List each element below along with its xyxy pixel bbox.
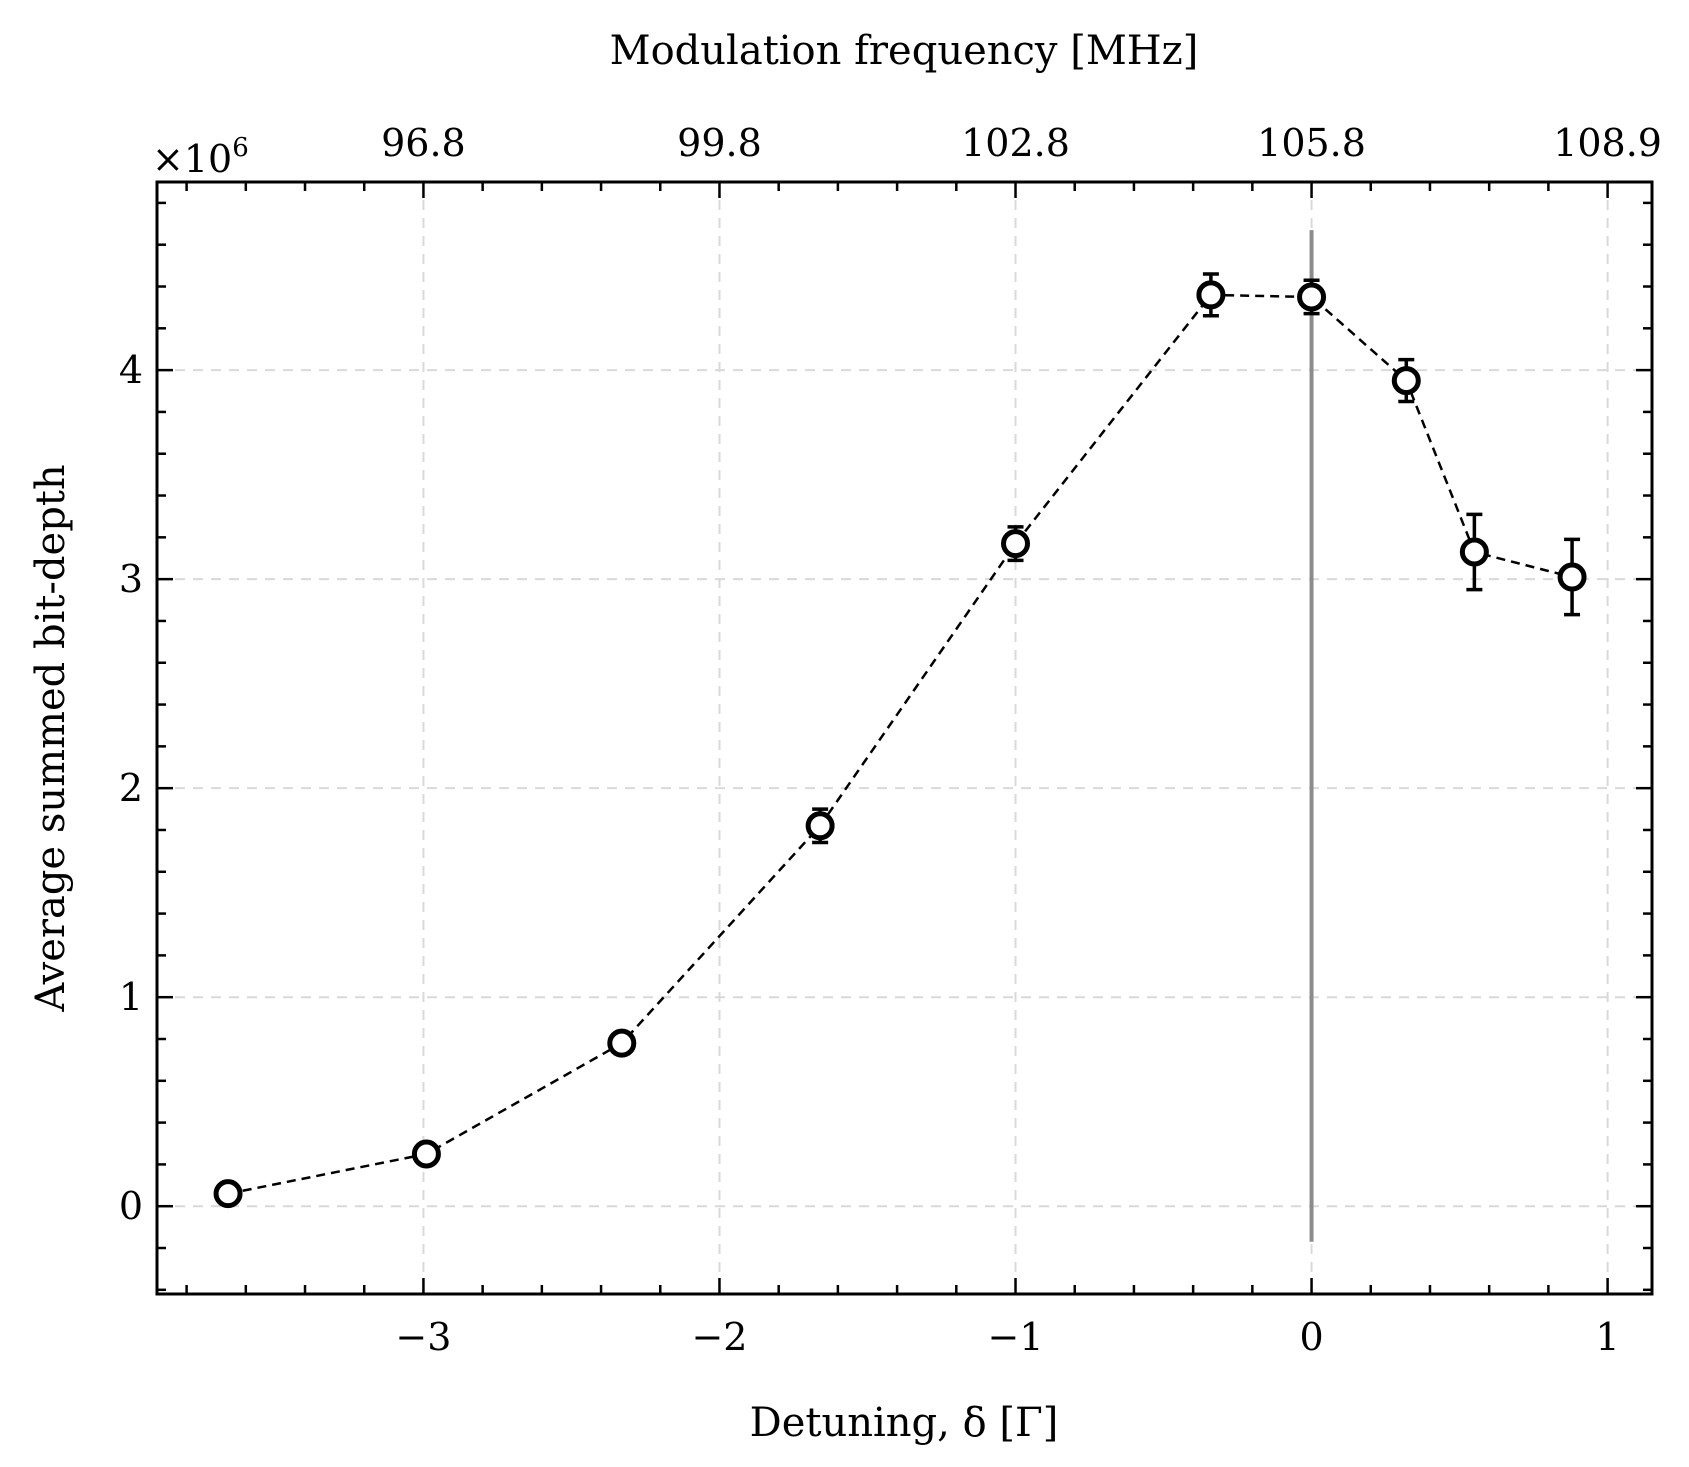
top-tick-label: 108.9 [1553,121,1662,165]
plot-frame [155,180,1654,1296]
data-point [1196,280,1226,310]
data-point [1297,282,1327,312]
top-tick-label: 99.8 [677,121,762,165]
x-tick-label: −1 [987,1315,1043,1359]
y-tick-label: 1 [119,975,143,1019]
y-multiplier-exponent: 6 [232,133,249,163]
data-point [1459,537,1489,567]
tick-labels: −3 −2 −1 0 1 96.8 99.8 102.8 105.8 108.9 0 1 2 3 4 [119,121,1662,1359]
data-point [213,1179,243,1209]
y-tick-label: 0 [119,1184,143,1228]
top-axis-title: Modulation frequency [MHz] [610,28,1199,74]
x-axis-title: Detuning, δ [Γ] [750,1400,1059,1446]
tick-marks [157,182,1652,1294]
x-tick-label: 1 [1596,1315,1620,1359]
y-multiplier: ×106 [152,133,249,181]
y-tick-label: 3 [119,557,143,601]
data-point [1557,562,1587,592]
data-point [607,1028,637,1058]
top-tick-label: 102.8 [961,121,1070,165]
x-tick-label: 0 [1299,1315,1323,1359]
series-layer [213,272,1587,1209]
top-tick-label: 105.8 [1257,121,1366,165]
data-point [1001,529,1031,559]
gridlines [157,182,1652,1294]
data-point [1391,366,1421,396]
data-point [805,811,835,841]
data-point [411,1139,441,1169]
top-tick-label: 96.8 [381,121,466,165]
y-axis-title: Average summed bit-depth [28,464,74,1012]
x-tick-label: −3 [395,1315,451,1359]
x-tick-label: −2 [691,1315,747,1359]
y-tick-label: 4 [119,348,143,392]
series-line [227,293,1573,1195]
y-tick-label: 2 [119,766,143,810]
